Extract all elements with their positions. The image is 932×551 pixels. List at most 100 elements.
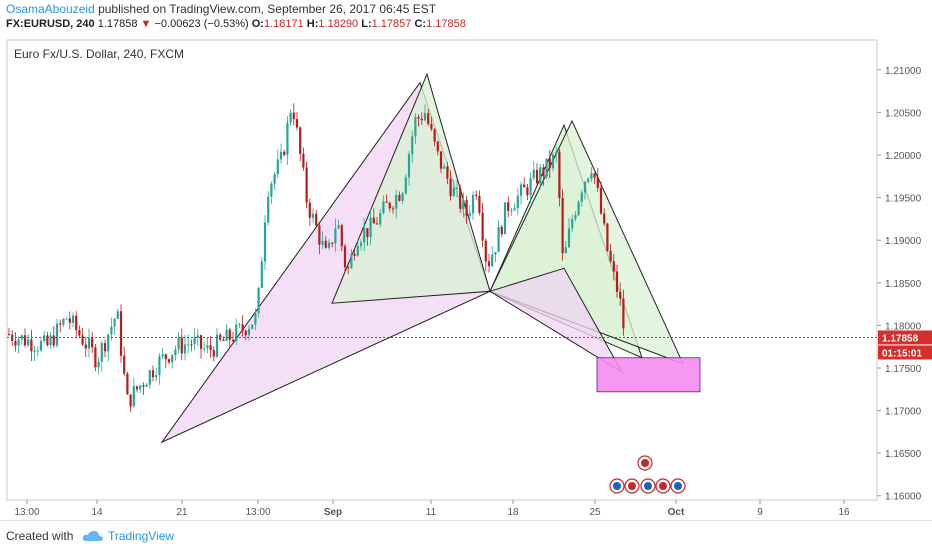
candle-body [500, 226, 503, 235]
candle-body [401, 193, 404, 201]
candle-body [372, 217, 375, 224]
candle-body [190, 344, 193, 346]
pattern-green-large [331, 72, 491, 304]
candle-body [548, 158, 551, 169]
candle-body [481, 212, 484, 241]
candle-body [542, 167, 545, 177]
candle-body [551, 154, 555, 169]
y-tick-label: 1.16000 [885, 492, 922, 503]
candle-body [494, 252, 497, 255]
candle-body [484, 240, 487, 262]
candle-body [308, 202, 311, 218]
event-flag-icon [659, 482, 667, 490]
candle-body [510, 210, 513, 212]
candle-body [587, 178, 590, 182]
candle-body [116, 311, 119, 319]
candle-body [529, 178, 532, 196]
candle-body [305, 167, 308, 203]
event-flag-icon [674, 482, 682, 490]
author-link[interactable]: OsamaAbouzeid [6, 2, 95, 16]
candle-body [228, 329, 231, 340]
candle-body [23, 335, 27, 346]
down-arrow-icon: ▼ [140, 18, 152, 30]
x-tick-label: 21 [176, 507, 188, 518]
candle-body [97, 361, 100, 368]
candle-body [46, 335, 49, 346]
candle-body [14, 341, 17, 346]
candle-body [113, 318, 116, 327]
candle-body [126, 373, 129, 395]
candle-body [375, 223, 379, 225]
candle-body [177, 337, 180, 350]
candle-body [468, 213, 471, 216]
event-markers [609, 455, 686, 494]
candle-body [174, 349, 177, 355]
tradingview-link[interactable]: TradingView [108, 529, 175, 543]
x-tick-label: 13:00 [245, 507, 270, 518]
candle-body [523, 184, 526, 188]
candle-body [558, 151, 561, 198]
event-flag-icon [644, 482, 652, 490]
candle-body [519, 184, 523, 196]
candle-body [62, 318, 65, 325]
candle-body [33, 350, 36, 352]
candle-body [103, 343, 107, 352]
candle-body [414, 116, 417, 137]
y-tick-label: 1.19000 [885, 236, 922, 247]
candle-body [526, 187, 529, 196]
candle-body [187, 344, 190, 346]
candle-body [369, 217, 372, 238]
candle-body [254, 313, 257, 325]
candle-body [366, 228, 369, 238]
candle-body [295, 119, 299, 128]
candle-body [17, 339, 20, 346]
candle-body [539, 167, 542, 184]
candle-body [545, 158, 548, 177]
candle-body [142, 385, 145, 387]
candle-body [340, 225, 343, 247]
candle-body [302, 153, 305, 168]
candle-body [324, 240, 327, 248]
price-label-box [878, 330, 932, 345]
candle-body [139, 385, 142, 390]
candle-body [199, 335, 203, 349]
target-zone-box [596, 357, 701, 393]
candle-body [171, 354, 174, 363]
candle-body [359, 242, 363, 247]
x-tick-label: 13:00 [14, 507, 39, 518]
candle-body [603, 213, 606, 224]
candle-body [318, 225, 321, 245]
candle-body [334, 228, 337, 244]
candle-body [433, 129, 436, 142]
y-tick-label: 1.18000 [885, 321, 922, 332]
candle-body [455, 187, 459, 189]
candle-body [244, 330, 247, 336]
candle-body [148, 370, 151, 385]
candle-body [39, 341, 43, 351]
candle-body [247, 328, 251, 336]
candle-body [235, 324, 238, 342]
candle-body [279, 151, 283, 160]
price-chart[interactable]: 1.21000 1.20500 1.20000 1.19500 1.19000 1.185… [0, 38, 932, 518]
candle-body [123, 355, 126, 374]
candle-body [491, 254, 494, 267]
tradingview-cloud-icon [82, 529, 104, 548]
candle-body [206, 345, 209, 349]
candle-body [475, 194, 478, 196]
publish-info: OsamaAbouzeid published on TradingView.c… [6, 2, 436, 16]
candle-body [7, 333, 11, 335]
published-text: published on TradingView.com, September … [98, 2, 437, 16]
candle-body [356, 246, 359, 256]
candle-body [385, 201, 388, 203]
candle-body [203, 348, 206, 350]
candle-body [417, 116, 420, 119]
candle-body [471, 194, 475, 214]
candle-body [311, 213, 315, 218]
candle-body [430, 123, 433, 130]
y-tick-label: 1.18500 [885, 279, 922, 290]
candle-body [439, 151, 443, 169]
candle-body [289, 112, 292, 123]
candle-body [100, 343, 103, 362]
candle-body [251, 324, 254, 329]
candle-body [212, 350, 215, 357]
